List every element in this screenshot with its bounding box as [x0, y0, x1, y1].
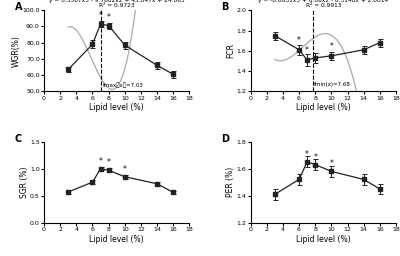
Y-axis label: WGR(%): WGR(%)	[12, 35, 21, 67]
Text: fmin(x)=7.68: fmin(x)=7.68	[314, 82, 351, 87]
Text: *: *	[107, 158, 110, 167]
Text: A: A	[15, 2, 22, 12]
X-axis label: Lipid level (%): Lipid level (%)	[296, 235, 350, 244]
Text: *: *	[99, 11, 102, 20]
Y-axis label: PER (%): PER (%)	[226, 167, 235, 197]
Text: *: *	[305, 150, 309, 159]
Text: *: *	[330, 159, 333, 168]
Text: *: *	[313, 153, 317, 162]
Text: D: D	[222, 134, 230, 144]
Text: *: *	[99, 157, 102, 166]
Text: *: *	[297, 36, 301, 45]
X-axis label: Lipid level (%): Lipid level (%)	[90, 103, 144, 112]
Text: *: *	[330, 42, 333, 51]
Text: *: *	[123, 165, 127, 174]
Text: C: C	[15, 134, 22, 144]
Y-axis label: FCR: FCR	[226, 43, 235, 58]
Text: B: B	[222, 2, 229, 12]
Text: *: *	[107, 13, 110, 22]
Y-axis label: SGR (%): SGR (%)	[20, 166, 29, 198]
Title: y = 0.5567x3 - 9.7602x2 + 45.847x + 24.863
R² = 0.9723: y = 0.5567x3 - 9.7602x2 + 45.847x + 24.8…	[49, 0, 184, 8]
Text: fmax（x）=7.03: fmax（x）=7.03	[102, 83, 143, 88]
Text: *: *	[305, 46, 309, 55]
Title: y = -0.0031x3 + 0.06x2 - 0.3148x + 2.0014
R² = 0.9913: y = -0.0031x3 + 0.06x2 - 0.3148x + 2.001…	[258, 0, 388, 8]
X-axis label: Lipid level (%): Lipid level (%)	[296, 103, 350, 112]
X-axis label: Lipid level (%): Lipid level (%)	[90, 235, 144, 244]
